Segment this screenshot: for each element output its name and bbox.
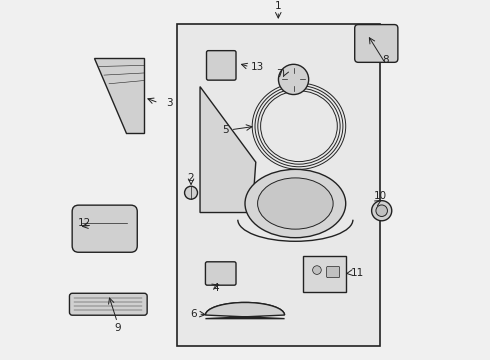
- FancyBboxPatch shape: [206, 51, 236, 80]
- Text: 5: 5: [222, 125, 229, 135]
- Text: 6: 6: [190, 309, 196, 319]
- FancyBboxPatch shape: [72, 205, 137, 252]
- Bar: [302, 256, 346, 292]
- Bar: [177, 24, 380, 346]
- Circle shape: [376, 205, 388, 216]
- Text: 2: 2: [188, 174, 195, 183]
- Text: 4: 4: [213, 283, 220, 293]
- Text: 9: 9: [114, 323, 121, 333]
- FancyBboxPatch shape: [327, 266, 340, 278]
- Text: 1: 1: [275, 1, 282, 12]
- Circle shape: [278, 64, 309, 95]
- FancyBboxPatch shape: [70, 293, 147, 315]
- FancyBboxPatch shape: [355, 24, 398, 62]
- Polygon shape: [200, 87, 256, 212]
- Text: 11: 11: [351, 268, 365, 278]
- Ellipse shape: [245, 169, 346, 238]
- Ellipse shape: [258, 178, 333, 229]
- Text: 7: 7: [276, 69, 283, 79]
- Polygon shape: [205, 302, 285, 319]
- Text: 8: 8: [382, 55, 389, 65]
- Circle shape: [313, 266, 321, 274]
- Text: 3: 3: [166, 98, 173, 108]
- Circle shape: [185, 186, 197, 199]
- Text: 12: 12: [78, 218, 92, 228]
- Polygon shape: [94, 58, 144, 134]
- Text: 10: 10: [373, 191, 387, 201]
- Text: 13: 13: [250, 62, 264, 72]
- FancyBboxPatch shape: [205, 262, 236, 285]
- Circle shape: [371, 201, 392, 221]
